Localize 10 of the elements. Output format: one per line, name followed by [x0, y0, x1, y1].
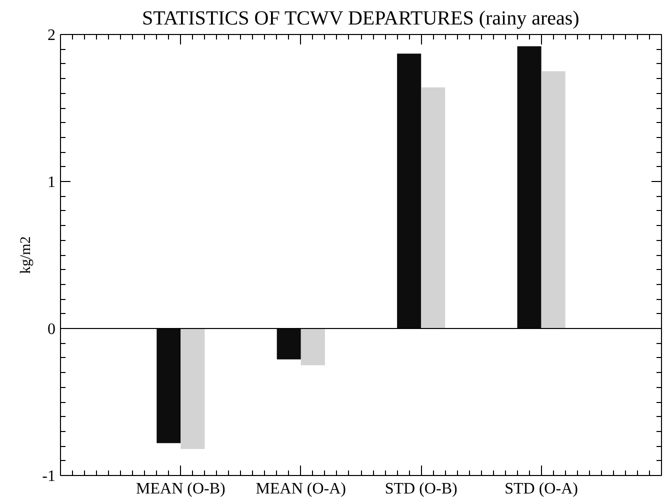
y-axis-title: kg/m2: [18, 236, 34, 274]
y-tick-label: 1: [48, 174, 56, 191]
y-tick-label: 2: [48, 27, 56, 44]
x-tick-label: STD (O-B): [384, 480, 458, 498]
x-tick-label: MEAN (O-B): [136, 480, 226, 498]
y-tick-label: 0: [48, 321, 56, 338]
x-tick-label: STD (O-A): [504, 480, 578, 498]
chart-title: STATISTICS OF TCWV DEPARTURES (rainy areas): [142, 8, 580, 30]
x-tick-label: MEAN (O-A): [256, 480, 346, 498]
y-tick-label: -1: [42, 468, 56, 485]
